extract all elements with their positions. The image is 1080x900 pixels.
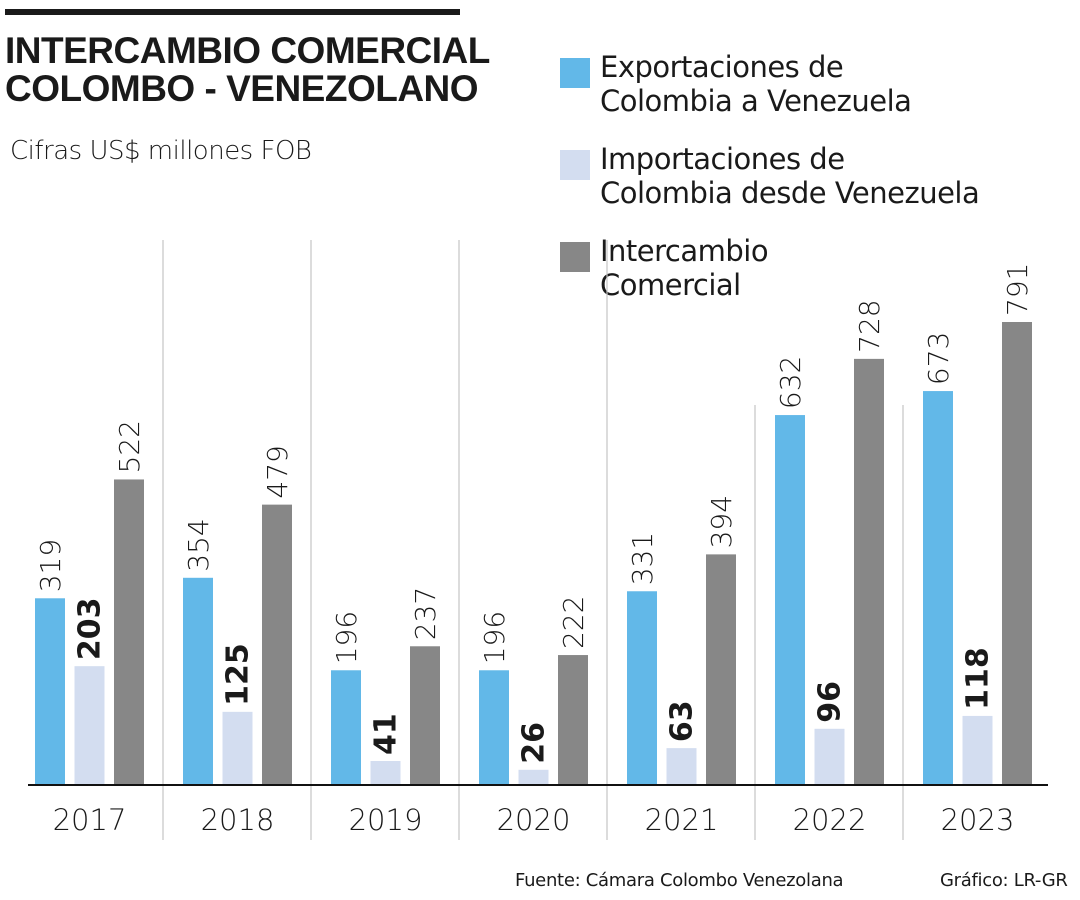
credit-note: Gráfico: LR-GR: [940, 870, 1068, 891]
bar-2021-0: [627, 591, 657, 785]
bar-2019-2: [410, 646, 440, 785]
data-label: 125: [221, 643, 256, 706]
title-line-2: COLOMBO - VENEZOLANO: [5, 68, 479, 109]
bar-2020-1: [518, 769, 549, 785]
legend-swatch: [560, 58, 590, 88]
bar-2019-0: [331, 670, 361, 785]
bar-2023-2: [1002, 322, 1032, 785]
legend-label: Colombia desde Venezuela: [600, 176, 980, 210]
top-rule: [5, 9, 460, 15]
legend-label: Importaciones de: [600, 142, 845, 176]
data-label: 791: [1001, 263, 1034, 316]
data-label: 96: [813, 681, 848, 723]
legend-item-trade: Intercambio Comercial: [560, 234, 979, 302]
bar-2023-1: [962, 715, 993, 785]
data-label: 319: [34, 539, 67, 592]
data-label: 41: [369, 713, 404, 755]
legend-label: Comercial: [600, 268, 741, 302]
bar-2017-1: [74, 666, 105, 785]
data-label: 118: [961, 647, 996, 710]
data-label: 222: [557, 596, 590, 649]
bar-2020-2: [558, 655, 588, 785]
source-note: Fuente: Cámara Colombo Venezolana: [515, 870, 844, 891]
bar-2021-2: [706, 554, 736, 785]
x-tick-label: 2023: [941, 803, 1015, 837]
data-label: 394: [705, 495, 738, 548]
x-tick-label: 2020: [497, 803, 571, 837]
data-label: 354: [182, 518, 215, 571]
legend-item-imports: Importaciones de Colombia desde Venezuel…: [560, 142, 980, 210]
legend: Exportaciones de Colombia a Venezuela Im…: [560, 50, 980, 326]
legend-swatch: [560, 150, 590, 180]
legend-label: Exportaciones de: [600, 50, 844, 84]
data-label: 26: [517, 722, 552, 764]
title-line-1: INTERCAMBIO COMERCIAL: [5, 30, 490, 71]
bar-2023-0: [923, 391, 953, 785]
legend-item-exports: Exportaciones de Colombia a Venezuela: [560, 50, 979, 118]
legend-label: Colombia a Venezuela: [600, 84, 912, 118]
bar-2018-0: [183, 577, 213, 785]
data-label: 728: [853, 299, 886, 352]
bar-2020-0: [479, 670, 509, 785]
data-label: 673: [922, 332, 955, 385]
data-label: 522: [113, 420, 146, 473]
bar-2017-0: [35, 598, 65, 785]
legend-swatch: [560, 242, 590, 272]
data-label: 479: [261, 445, 294, 498]
legend-label: Intercambio: [600, 234, 769, 268]
bar-2017-2: [114, 479, 144, 785]
data-label: 196: [330, 611, 363, 664]
bar-2018-2: [262, 504, 292, 785]
data-label: 196: [478, 611, 511, 664]
x-tick-label: 2017: [53, 803, 127, 837]
data-label: 237: [409, 587, 442, 640]
bar-2022-1: [814, 728, 845, 785]
data-label: 63: [665, 700, 700, 742]
bar-2022-2: [854, 358, 884, 785]
data-label: 203: [73, 598, 108, 661]
bar-2019-1: [370, 761, 401, 785]
chart-title: INTERCAMBIO COMERCIAL COLOMBO - VENEZOLA…: [5, 32, 490, 108]
x-tick-label: 2021: [645, 803, 719, 837]
chart-subtitle: Cifras US$ millones FOB: [10, 136, 312, 166]
bar-2022-0: [775, 415, 805, 785]
bar-2018-1: [222, 711, 253, 785]
bar-2021-1: [666, 748, 697, 785]
data-label: 632: [774, 356, 807, 409]
x-tick-label: 2019: [349, 803, 423, 837]
data-label: 331: [626, 532, 659, 585]
x-tick-label: 2022: [793, 803, 867, 837]
x-tick-label: 2018: [201, 803, 275, 837]
